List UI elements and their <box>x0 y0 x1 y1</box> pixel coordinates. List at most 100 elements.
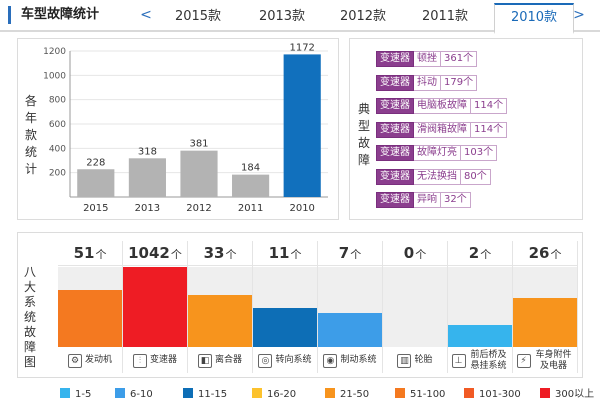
system-count-unit: 个 <box>95 248 107 261</box>
fault-category: 变速器 <box>376 192 414 208</box>
system-column[interactable]: 7个 ◉ 制动系统 <box>318 241 383 373</box>
system-count: 26个 <box>513 241 577 266</box>
body-electric-icon: ⚡ <box>516 353 531 368</box>
y-tick-label: 600 <box>49 120 66 130</box>
fault-count: 32个 <box>441 192 471 208</box>
system-column[interactable]: 0个 ▥ 轮胎 <box>383 241 448 373</box>
bar-2015 <box>77 169 115 197</box>
x-tick-label: 2011 <box>238 203 263 214</box>
system-count-value: 2 <box>468 244 480 262</box>
system-footer: ⊥ 前后桥及悬挂系统 <box>448 348 512 373</box>
fault-list: 变速器 顿挫 361个 变速器 抖动 179个 变速器 电脑板故障 114个 变速器 滑阀箱故… <box>376 51 581 216</box>
fault-item[interactable]: 变速器 故障灯亮 103个 <box>376 145 498 161</box>
legend-swatch <box>464 388 474 398</box>
y-tick-label: 1200 <box>43 47 66 57</box>
system-column[interactable]: 1042个 ⫶ 变速器 <box>123 241 188 373</box>
legend-swatch <box>252 388 262 398</box>
system-bar-track <box>253 267 317 347</box>
legend-label: 21-50 <box>340 389 370 400</box>
fault-item[interactable]: 变速器 顿挫 361个 <box>376 51 478 67</box>
system-count-unit: 个 <box>170 248 182 261</box>
tire-icon: ▥ <box>397 353 412 368</box>
legend-item: 101-300 <box>464 388 521 401</box>
fault-item[interactable]: 变速器 无法换挡 80个 <box>376 168 491 185</box>
fault-category: 变速器 <box>376 74 414 91</box>
fault-item[interactable]: 变速器 异响 32个 <box>376 192 471 208</box>
steering-wheel-icon: ◎ <box>258 353 273 368</box>
fault-name: 故障灯亮 <box>414 145 461 161</box>
system-bar <box>58 290 122 347</box>
fault-item[interactable]: 变速器 电脑板故障 114个 <box>376 98 508 114</box>
y-tick-label: 200 <box>49 169 66 179</box>
system-column[interactable]: 2个 ⊥ 前后桥及悬挂系统 <box>448 241 513 373</box>
tab-2011[interactable]: 2011款 <box>421 9 469 24</box>
legend-item: 1-5 <box>60 388 91 401</box>
fault-category: 变速器 <box>376 51 414 67</box>
year-stats-panel: 各年款统计 200 400 600 800 1000 1200 228 2015 318 2013… <box>17 38 339 220</box>
legend-swatch <box>325 388 335 398</box>
system-footer: ▥ 轮胎 <box>383 348 447 373</box>
system-name: 车身附件及电器 <box>535 349 572 371</box>
fault-count: 114个 <box>471 98 508 114</box>
legend-swatch <box>395 388 405 398</box>
fault-name: 抖动 <box>414 74 441 91</box>
system-footer: ◧ 离合器 <box>188 348 252 373</box>
legend-item: 6-10 <box>115 388 153 401</box>
system-column[interactable]: 33个 ◧ 离合器 <box>188 241 253 373</box>
year-bar-chart: 200 400 600 800 1000 1200 228 2015 318 2013 381 201… <box>43 42 328 214</box>
next-arrow-icon[interactable]: > <box>573 7 585 23</box>
brake-icon: ◉ <box>323 353 338 368</box>
bar-value-label: 228 <box>86 157 105 168</box>
bar-value-label: 381 <box>189 139 208 150</box>
engine-icon: ⚙ <box>67 353 82 368</box>
system-column[interactable]: 51个 ⚙ 发动机 <box>58 241 123 373</box>
system-bar-track <box>448 267 512 347</box>
suspension-icon: ⊥ <box>451 353 466 368</box>
eight-systems-label: 八大系统故障图 <box>23 265 36 369</box>
system-name: 轮胎 <box>414 355 433 365</box>
legend-label: 1-5 <box>75 389 92 400</box>
system-bar-track <box>188 267 252 347</box>
system-column[interactable]: 11个 ◎ 转向系统 <box>253 241 318 373</box>
prev-arrow-icon[interactable]: < <box>140 7 152 23</box>
system-bar-track <box>383 267 447 347</box>
system-footer: ◉ 制动系统 <box>318 348 382 373</box>
fault-category: 变速器 <box>376 145 414 161</box>
system-count: 0个 <box>383 241 447 266</box>
system-footer: ⫶ 变速器 <box>123 348 187 373</box>
system-footer: ⚙ 发动机 <box>58 348 122 373</box>
system-count-value: 11 <box>268 244 290 262</box>
fault-category: 变速器 <box>376 168 414 185</box>
fault-item[interactable]: 变速器 抖动 179个 <box>376 74 478 91</box>
tab-2013[interactable]: 2013款 <box>258 9 306 24</box>
system-bar <box>448 324 512 347</box>
system-count: 51个 <box>58 241 122 266</box>
y-tick-label: 800 <box>49 96 66 106</box>
bar-value-label: 318 <box>138 146 157 157</box>
system-count-unit: 个 <box>415 248 427 261</box>
fault-name: 异响 <box>414 192 441 208</box>
system-count-unit: 个 <box>480 248 492 261</box>
legend-swatch <box>183 388 193 398</box>
gearshift-icon: ⫶ <box>132 353 147 368</box>
legend-item: 21-50 <box>325 388 369 401</box>
legend-swatch <box>60 388 70 398</box>
y-tick-label: 400 <box>49 144 66 154</box>
legend-label: 11-15 <box>198 389 228 400</box>
tab-2012[interactable]: 2012款 <box>339 9 387 24</box>
system-count-value: 0 <box>403 244 415 262</box>
system-column[interactable]: 26个 ⚡ 车身附件及电器 <box>513 241 578 373</box>
fault-count: 103个 <box>461 145 498 161</box>
typical-faults-label: 典型故障 <box>357 102 370 167</box>
bar-value-label: 1172 <box>289 42 314 53</box>
legend-label: 6-10 <box>130 389 153 400</box>
system-name: 转向系统 <box>275 355 312 365</box>
y-tick-label: 1000 <box>43 71 66 81</box>
tab-2015[interactable]: 2015款 <box>174 9 222 24</box>
tab-2010[interactable]: 2010款 <box>494 3 574 34</box>
system-count-value: 7 <box>338 244 350 262</box>
system-count-value: 26 <box>528 244 550 262</box>
system-count: 1042个 <box>123 241 187 266</box>
fault-item[interactable]: 变速器 滑阀箱故障 114个 <box>376 121 508 138</box>
system-count: 33个 <box>188 241 252 266</box>
